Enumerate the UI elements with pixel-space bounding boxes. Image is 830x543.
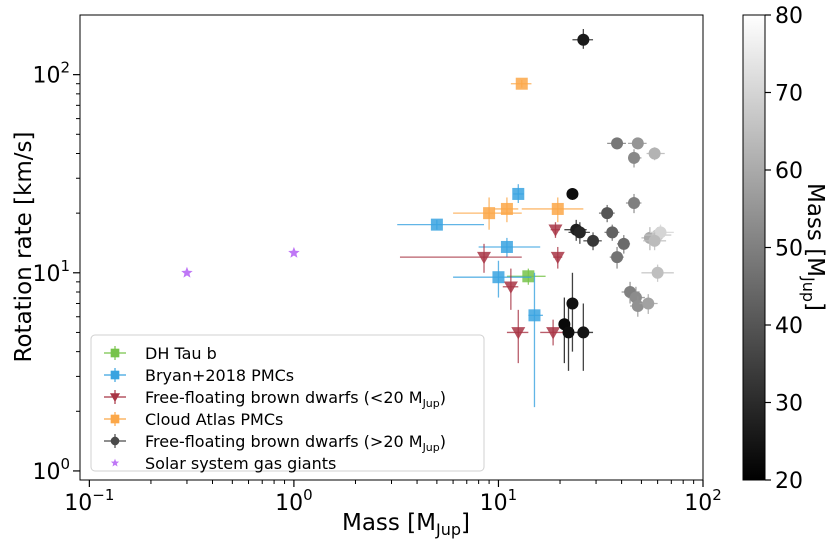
data-point-ffbd_high <box>648 234 661 247</box>
data-point-ffbd_high <box>628 197 641 210</box>
data-point-ffbd_low <box>550 251 565 265</box>
data-point-ffbd_high <box>611 137 624 150</box>
y-tick-label: 101 <box>32 257 70 287</box>
legend-label: Free-floating brown dwarfs (>20 MJup) <box>145 432 446 454</box>
data-point-ffbd_high <box>617 237 630 250</box>
x-axis-title-end: ] <box>461 510 470 536</box>
colorbar-tick-label: 80 <box>775 4 803 29</box>
data-point-ffbd_low <box>546 327 561 340</box>
data-point-dh <box>522 270 535 283</box>
y-axis-title-text: Rotation rate [km/s] <box>11 132 37 363</box>
legend-box <box>90 334 485 472</box>
x-axis-title-text: Mass [M <box>342 510 436 536</box>
colorbar-tick-label: 70 <box>775 82 803 107</box>
y-tick-label: 100 <box>32 455 70 485</box>
series-ffbd_low <box>399 222 565 364</box>
legend: DH Tau b Bryan+2018 PMCs Free-floating bro… <box>90 334 485 473</box>
data-point-ffbd_high <box>587 234 600 247</box>
data-point-bryan <box>492 271 505 284</box>
data-point-ffbd_low <box>511 327 526 340</box>
data-point-ffbd_high <box>642 297 655 310</box>
colorbar-tick-label: 20 <box>775 469 803 494</box>
colorbar-tick-label: 50 <box>775 237 803 262</box>
data-point-bryan <box>430 218 443 231</box>
legend-marker-bryan <box>110 370 120 380</box>
data-point-ffbd_high <box>631 137 644 150</box>
data-point-bryan <box>528 309 541 322</box>
legend-marker-ffbd_low <box>109 393 121 403</box>
legend-item-ffbd_high: Free-floating brown dwarfs (>20 MJup) <box>104 432 446 454</box>
colorbar-tick-label: 40 <box>775 314 803 339</box>
data-point-ffbd_high <box>631 299 644 312</box>
data-point-bryan <box>512 187 525 200</box>
x-axis: 10−1 100 101 102 <box>64 480 722 516</box>
series-ffbd_high <box>558 28 674 371</box>
series-bryan <box>397 184 543 408</box>
data-point-ffbd_high <box>566 297 579 310</box>
colorbar-gradient <box>742 14 766 481</box>
legend-label: Bryan+2018 PMCs <box>145 366 294 385</box>
data-point-ffbd_high <box>606 226 619 239</box>
data-point-ffbd_high <box>566 187 579 200</box>
data-point-ffbd_low <box>503 281 518 294</box>
legend-marker-ffbd_high <box>110 436 120 446</box>
colorbar-title: Mass [MJup] <box>799 183 828 311</box>
legend-label: Solar system gas giants <box>145 454 336 473</box>
y-tick-label: 102 <box>32 59 70 89</box>
x-tick-label: 100 <box>275 486 313 516</box>
data-point-ffbd_high <box>654 226 667 239</box>
legend-item-ffbd_low: Free-floating brown dwarfs (<20 MJup) <box>104 388 446 410</box>
legend-item-solar: Solar system gas giants <box>110 454 336 473</box>
legend-item-cloud: Cloud Atlas PMCs <box>104 410 283 429</box>
data-point-solar <box>181 266 193 278</box>
data-point-ffbd_high <box>562 326 575 339</box>
data-point-solar <box>288 246 300 258</box>
data-point-cloud <box>483 207 496 220</box>
colorbar-tick-label: 30 <box>775 392 803 417</box>
colorbar-title-text: Mass [M <box>802 183 828 277</box>
data-point-ffbd_high <box>601 207 614 220</box>
data-point-ffbd_high <box>573 226 586 239</box>
data-point-ffbd_high <box>628 151 641 164</box>
legend-marker-cloud <box>110 414 120 424</box>
legend-item-dh: DH Tau b <box>104 344 217 363</box>
x-axis-title: Mass [MJup] <box>342 510 470 539</box>
x-tick-label: 10−1 <box>64 486 114 516</box>
y-axis-title: Rotation rate [km/s] <box>11 132 37 363</box>
data-point-ffbd_high <box>651 266 664 279</box>
data-point-ffbd_high <box>577 33 590 46</box>
legend-marker-solar <box>110 458 120 467</box>
colorbar: 20 30 40 50 60 70 80 Mass [MJup] <box>742 4 828 494</box>
data-point-ffbd_low <box>477 251 492 265</box>
x-axis-title-subscript: Jup <box>435 520 461 539</box>
data-point-ffbd_high <box>577 326 590 339</box>
colorbar-title-subscript: Jup <box>799 276 818 302</box>
data-points <box>181 28 674 408</box>
legend-marker-dh <box>110 348 120 358</box>
legend-label: Cloud Atlas PMCs <box>145 410 283 429</box>
series-solar <box>181 246 300 278</box>
data-point-ffbd_high <box>611 251 624 264</box>
x-tick-label: 102 <box>684 486 722 516</box>
legend-label: DH Tau b <box>145 344 217 363</box>
legend-item-bryan: Bryan+2018 PMCs <box>104 366 294 385</box>
data-point-ffbd_high <box>648 147 661 160</box>
x-tick-label: 101 <box>480 486 518 516</box>
colorbar-title-end: ] <box>802 302 828 311</box>
y-axis: 100 101 102 <box>32 59 80 485</box>
svg-text:Mass [MJup]: Mass [MJup] <box>342 510 470 539</box>
series-dh <box>506 268 546 285</box>
colorbar-tick-label: 60 <box>775 159 803 184</box>
data-point-bryan <box>500 240 513 253</box>
data-point-cloud <box>500 202 513 215</box>
data-point-cloud <box>551 202 564 215</box>
legend-label: Free-floating brown dwarfs (<20 MJup) <box>145 388 446 410</box>
data-point-ffbd_low <box>548 224 563 237</box>
series-cloud <box>453 77 584 230</box>
data-point-cloud <box>515 77 528 90</box>
